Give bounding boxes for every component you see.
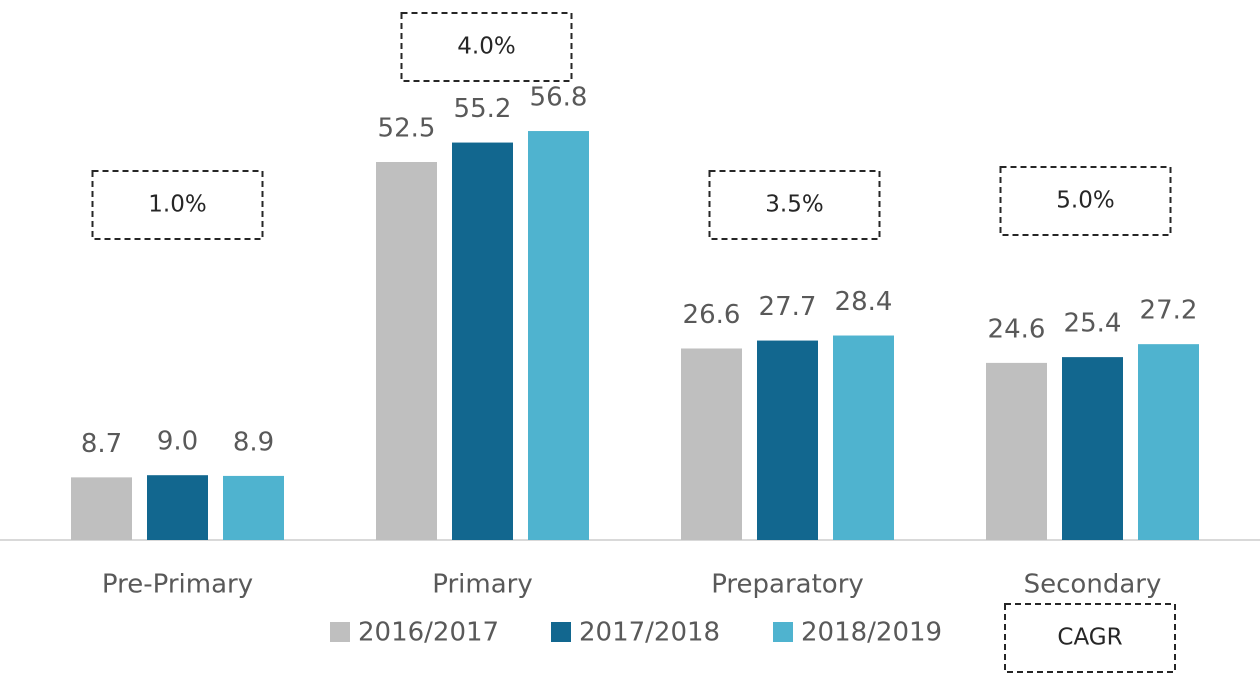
- bar: [223, 475, 284, 540]
- legend-label: 2018/2019: [801, 618, 942, 648]
- bar: [681, 348, 742, 540]
- x-tick-label: Secondary: [1024, 570, 1162, 600]
- cagr-box: [708, 170, 881, 240]
- legend-swatch: [551, 622, 571, 642]
- bar: [757, 340, 818, 540]
- cagr-box: [400, 12, 573, 82]
- legend-swatch: [773, 622, 793, 642]
- value-label: 8.7: [81, 429, 122, 459]
- bar: [833, 335, 894, 540]
- cagr-box: [999, 166, 1172, 236]
- legend-label: 2016/2017: [358, 618, 499, 648]
- value-label: 52.5: [378, 114, 436, 144]
- value-label: 28.4: [835, 287, 893, 317]
- x-tick-label: Primary: [432, 570, 532, 600]
- legend-swatch: [330, 622, 350, 642]
- bar: [986, 362, 1047, 540]
- value-label: 55.2: [454, 94, 512, 124]
- value-label: 24.6: [988, 314, 1046, 344]
- cagr-box-text: 4.0%: [457, 34, 515, 60]
- bar: [452, 142, 513, 540]
- bar: [147, 475, 208, 540]
- bar: [1062, 357, 1123, 540]
- bar: [71, 477, 132, 540]
- bar: [376, 162, 437, 540]
- cagr-box-text: 3.5%: [765, 192, 823, 218]
- bar: [528, 131, 589, 541]
- value-label: 56.8: [530, 83, 588, 113]
- bar: [1138, 344, 1199, 540]
- cagr-legend-box: [1004, 603, 1176, 673]
- x-tick-label: Preparatory: [711, 570, 864, 600]
- value-label: 9.0: [157, 427, 198, 457]
- cagr-legend-box-text: CAGR: [1057, 625, 1122, 651]
- value-label: 27.2: [1140, 296, 1198, 326]
- cagr-box: [91, 170, 264, 240]
- value-label: 27.7: [759, 292, 817, 322]
- cagr-box-text: 5.0%: [1056, 188, 1114, 214]
- legend-label: 2017/2018: [579, 618, 720, 648]
- value-label: 25.4: [1064, 309, 1122, 339]
- cagr-box-text: 1.0%: [148, 192, 206, 218]
- value-label: 8.9: [233, 427, 274, 457]
- value-label: 26.6: [683, 300, 741, 330]
- x-tick-label: Pre-Primary: [102, 570, 253, 600]
